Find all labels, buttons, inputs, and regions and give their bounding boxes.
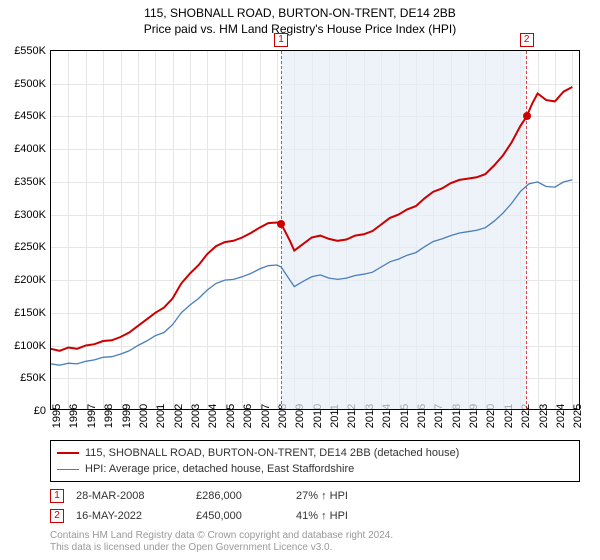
sale-marker-box: 1 [274,33,288,47]
sale-row: 1 28-MAR-2008£286,00027% ↑ HPI [50,488,580,504]
legend-row: HPI: Average price, detached house, East… [57,461,573,477]
legend-box: 115, SHOBNALL ROAD, BURTON-ON-TRENT, DE1… [50,440,580,482]
sale-row-price: £286,000 [196,490,296,502]
footer-note: Contains HM Land Registry data © Crown c… [50,530,580,554]
y-tick-label: £250K [1,241,46,253]
legend-swatch [57,452,79,454]
sale-row-date: 16-MAY-2022 [76,510,196,522]
y-tick-label: £300K [1,209,46,221]
legend-row: 115, SHOBNALL ROAD, BURTON-ON-TRENT, DE1… [57,445,573,461]
sale-row-marker: 1 [50,489,64,503]
title-sub: Price paid vs. HM Land Registry's House … [0,22,600,36]
y-tick-label: £200K [1,274,46,286]
container: 115, SHOBNALL ROAD, BURTON-ON-TRENT, DE1… [0,0,600,560]
series-property [51,87,572,351]
chart-plot-area: £0£50K£100K£150K£200K£250K£300K£350K£400… [50,50,580,410]
y-tick-label: £500K [1,78,46,90]
y-tick-label: £550K [1,45,46,57]
legend-swatch [57,469,79,470]
sale-dot [277,220,285,228]
sale-row-price: £450,000 [196,510,296,522]
sale-row-diff: 41% ↑ HPI [296,510,416,522]
sale-row-date: 28-MAR-2008 [76,490,196,502]
sale-marker-box: 2 [520,33,534,47]
series-hpi [51,180,572,365]
sale-dot [523,112,531,120]
sale-row-diff: 27% ↑ HPI [296,490,416,502]
footer-line2: This data is licensed under the Open Gov… [50,542,580,554]
y-tick-label: £150K [1,307,46,319]
y-tick-label: £400K [1,143,46,155]
sale-row-marker: 2 [50,509,64,523]
y-tick-label: £350K [1,176,46,188]
y-tick-label: £0 [1,405,46,417]
footer-line1: Contains HM Land Registry data © Crown c… [50,530,580,542]
y-tick-label: £50K [1,372,46,384]
y-tick-label: £450K [1,110,46,122]
chart-svg [51,51,581,411]
legend-label: HPI: Average price, detached house, East… [85,463,354,475]
legend-label: 115, SHOBNALL ROAD, BURTON-ON-TRENT, DE1… [85,447,459,459]
title-main: 115, SHOBNALL ROAD, BURTON-ON-TRENT, DE1… [0,6,600,20]
title-area: 115, SHOBNALL ROAD, BURTON-ON-TRENT, DE1… [0,0,600,40]
sale-row: 2 16-MAY-2022£450,00041% ↑ HPI [50,508,580,524]
y-tick-label: £100K [1,340,46,352]
